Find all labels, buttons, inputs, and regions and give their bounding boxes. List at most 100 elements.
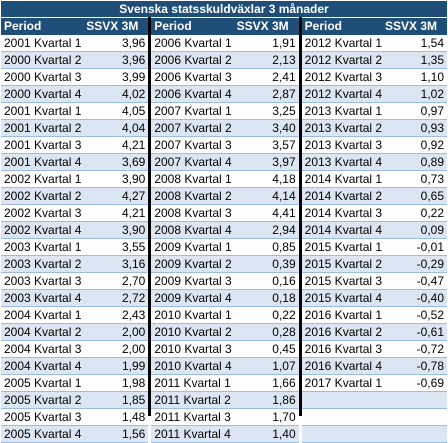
column-header-row: Period SSVX 3M bbox=[151, 17, 299, 35]
cell-period: 2003 Kvartal 3 bbox=[4, 274, 82, 288]
table-row: 2013 Kvartal 2 0,93 bbox=[301, 120, 447, 137]
cell-value: 0,89 bbox=[420, 155, 444, 169]
cell-period: 2006 Kvartal 3 bbox=[154, 70, 232, 84]
cell-value: 4,14 bbox=[272, 189, 296, 203]
cell-value: 2,13 bbox=[272, 53, 296, 67]
table-row: 2002 Kvartal 3 4,21 bbox=[1, 205, 149, 222]
cell-period: 2012 Kvartal 1 bbox=[304, 36, 383, 50]
table-row: 2004 Kvartal 4 1,99 bbox=[1, 358, 149, 375]
cell-period: 2009 Kvartal 1 bbox=[154, 240, 232, 254]
cell-period: 2011 Kvartal 4 bbox=[154, 427, 231, 441]
cell-value: -0,29 bbox=[416, 257, 444, 271]
cell-value: -0,52 bbox=[416, 308, 444, 322]
cell-value: 1,35 bbox=[420, 53, 444, 67]
cell-value: 2,72 bbox=[121, 291, 146, 305]
cell-period: 2014 Kvartal 1 bbox=[304, 172, 383, 186]
cell-period: 2005 Kvartal 2 bbox=[4, 393, 82, 407]
cell-value: 0,22 bbox=[420, 206, 444, 220]
table-row: 2016 Kvartal 4 -0,78 bbox=[301, 358, 447, 375]
table-row: 2008 Kvartal 4 2,94 bbox=[151, 222, 299, 239]
table-panels: Period SSVX 3M 2001 Kvartal 1 3,96 2000 Kv… bbox=[1, 17, 447, 443]
cell-value: 1,66 bbox=[272, 376, 296, 390]
cell-period: 2001 Kvartal 4 bbox=[4, 155, 82, 169]
cell-period: 2008 Kvartal 4 bbox=[154, 223, 232, 237]
table-row: 2012 Kvartal 1 1,54 bbox=[301, 35, 447, 52]
cell-value bbox=[409, 409, 447, 425]
cell-value: 0,97 bbox=[420, 104, 444, 118]
cell-value: 4,04 bbox=[121, 121, 146, 135]
cell-value: 4,18 bbox=[272, 172, 296, 186]
table-row: 2002 Kvartal 2 4,27 bbox=[1, 188, 149, 205]
cell-period: 2001 Kvartal 2 bbox=[4, 121, 82, 135]
cell-period bbox=[302, 426, 409, 442]
table-row: 2005 Kvartal 4 1,56 bbox=[1, 426, 149, 443]
table-row: 2006 Kvartal 2 2,13 bbox=[151, 52, 299, 69]
cell-period: 2014 Kvartal 2 bbox=[304, 189, 383, 203]
cell-value: 2,43 bbox=[121, 308, 146, 322]
table-row: 2009 Kvartal 3 0,16 bbox=[151, 273, 299, 290]
table-row: 2000 Kvartal 4 4,02 bbox=[1, 86, 149, 103]
table-row: 2013 Kvartal 3 0,92 bbox=[301, 137, 447, 154]
cell-value: 0,39 bbox=[272, 257, 296, 271]
cell-value: 0,22 bbox=[272, 308, 296, 322]
table-row: 2007 Kvartal 2 3,40 bbox=[151, 120, 299, 137]
cell-period: 2013 Kvartal 2 bbox=[304, 121, 383, 135]
cell-value: 1,40 bbox=[272, 427, 296, 441]
cell-value: 3,96 bbox=[121, 53, 146, 67]
table-row bbox=[301, 409, 447, 426]
cell-value: 2,94 bbox=[272, 223, 296, 237]
cell-value: 1,98 bbox=[121, 376, 146, 390]
cell-period: 2000 Kvartal 3 bbox=[4, 70, 82, 84]
table-row: 2002 Kvartal 1 3,90 bbox=[1, 171, 149, 188]
cell-value: 4,27 bbox=[121, 189, 146, 203]
table-row: 2002 Kvartal 4 3,90 bbox=[1, 222, 149, 239]
cell-value: 1,10 bbox=[420, 70, 444, 84]
cell-period: 2014 Kvartal 3 bbox=[304, 206, 383, 220]
table-row: 2011 Kvartal 3 1,70 bbox=[151, 409, 299, 426]
table-row: 2011 Kvartal 2 1,86 bbox=[151, 392, 299, 409]
table-row: 2004 Kvartal 1 2,43 bbox=[1, 307, 149, 324]
cell-value: -0,61 bbox=[416, 325, 444, 339]
cell-value: -0,78 bbox=[416, 359, 444, 373]
table-row: 2000 Kvartal 2 3,96 bbox=[1, 52, 149, 69]
table-row: 2012 Kvartal 3 1,10 bbox=[301, 69, 447, 86]
table-row: 2010 Kvartal 4 1,07 bbox=[151, 358, 299, 375]
cell-period: 2016 Kvartal 1 bbox=[304, 308, 383, 322]
data-rows: 2012 Kvartal 1 1,54 2012 Kvartal 2 1,35 2012… bbox=[301, 35, 447, 443]
table-row: 2010 Kvartal 1 0,22 bbox=[151, 307, 299, 324]
cell-period: 2000 Kvartal 2 bbox=[4, 53, 82, 67]
cell-period: 2002 Kvartal 3 bbox=[4, 206, 82, 220]
cell-period: 2005 Kvartal 3 bbox=[4, 410, 82, 424]
cell-period: 2015 Kvartal 1 bbox=[304, 240, 383, 254]
table-row: 2001 Kvartal 4 3,69 bbox=[1, 154, 149, 171]
cell-period: 2010 Kvartal 3 bbox=[154, 342, 232, 356]
cell-value: 1,48 bbox=[121, 410, 146, 424]
cell-period: 2008 Kvartal 3 bbox=[154, 206, 232, 220]
cell-period: 2006 Kvartal 1 bbox=[154, 36, 232, 50]
cell-period: 2013 Kvartal 1 bbox=[304, 104, 383, 118]
cell-period: 2008 Kvartal 1 bbox=[154, 172, 232, 186]
table-row: 2009 Kvartal 1 0,85 bbox=[151, 239, 299, 256]
table-row: 2012 Kvartal 4 1,02 bbox=[301, 86, 447, 103]
table-row: 2010 Kvartal 2 0,28 bbox=[151, 324, 299, 341]
cell-value: 3,90 bbox=[121, 223, 146, 237]
table-row: 2015 Kvartal 2 -0,29 bbox=[301, 256, 447, 273]
cell-period: 2009 Kvartal 2 bbox=[154, 257, 232, 271]
cell-value: 3,25 bbox=[272, 104, 296, 118]
cell-value: 1,02 bbox=[420, 87, 444, 101]
table-row: 2001 Kvartal 3 4,21 bbox=[1, 137, 149, 154]
cell-value: -0,40 bbox=[416, 291, 444, 305]
cell-period: 2000 Kvartal 4 bbox=[4, 87, 82, 101]
table-row: 2011 Kvartal 4 1,40 bbox=[151, 426, 299, 443]
cell-value: -0,72 bbox=[416, 342, 444, 356]
cell-value: 0,16 bbox=[272, 274, 296, 288]
cell-value: 1,54 bbox=[420, 36, 444, 50]
table-row: 2014 Kvartal 3 0,22 bbox=[301, 205, 447, 222]
cell-period: 2011 Kvartal 3 bbox=[154, 410, 231, 424]
cell-value: -0,01 bbox=[416, 240, 444, 254]
table-row: 2010 Kvartal 3 0,45 bbox=[151, 341, 299, 358]
panel-1: Period SSVX 3M 2001 Kvartal 1 3,96 2000 Kv… bbox=[1, 17, 152, 443]
table-row: 2006 Kvartal 3 2,41 bbox=[151, 69, 299, 86]
table-row: 2005 Kvartal 2 1,85 bbox=[1, 392, 149, 409]
table-row: 2009 Kvartal 2 0,39 bbox=[151, 256, 299, 273]
